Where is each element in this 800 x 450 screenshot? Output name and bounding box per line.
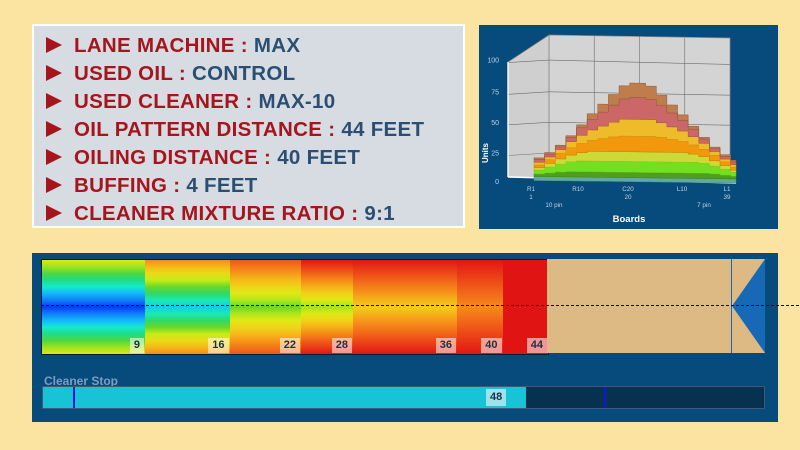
svg-text:7 pin: 7 pin — [697, 202, 711, 209]
svg-text:75: 75 — [491, 89, 499, 96]
svg-text:100: 100 — [487, 58, 499, 65]
svg-text:0: 0 — [495, 179, 499, 186]
svg-text:Units: Units — [481, 142, 490, 163]
svg-text:10 pin: 10 pin — [545, 202, 563, 209]
svg-text:R10: R10 — [572, 186, 584, 193]
svg-text:20: 20 — [624, 194, 632, 201]
svg-text:50: 50 — [491, 120, 499, 127]
svg-text:L10: L10 — [677, 186, 688, 193]
svg-text:R1: R1 — [527, 186, 536, 193]
svg-text:1: 1 — [529, 194, 533, 201]
svg-text:39: 39 — [723, 194, 731, 201]
svg-text:Boards: Boards — [613, 214, 646, 225]
svg-text:25: 25 — [491, 151, 499, 158]
svg-text:C20: C20 — [622, 186, 634, 193]
svg-text:L1: L1 — [723, 186, 731, 193]
